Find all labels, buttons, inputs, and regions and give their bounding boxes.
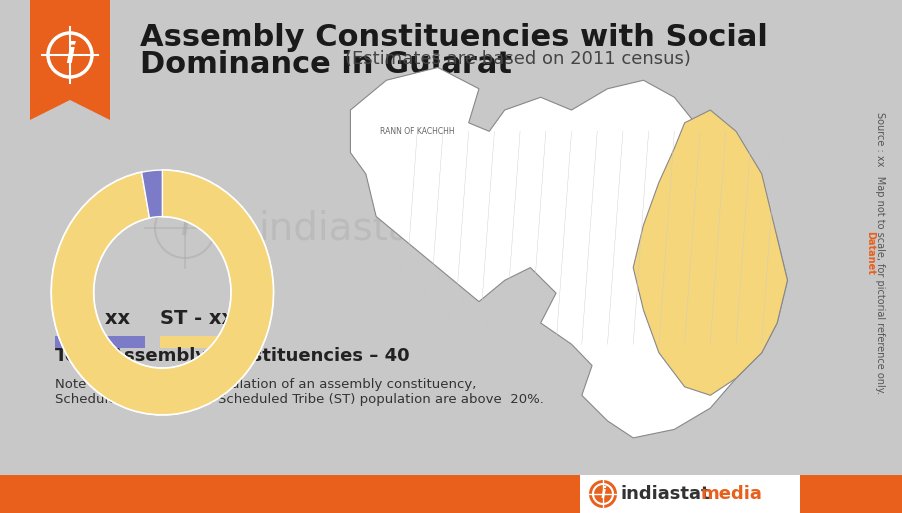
Text: indiastatmedia.com: indiastatmedia.com xyxy=(259,209,643,247)
Text: Dominance in Gujarat: Dominance in Gujarat xyxy=(140,50,522,79)
Circle shape xyxy=(589,480,617,508)
Text: Source : xx   Map not to scale, for pictorial reference only.: Source : xx Map not to scale, for pictor… xyxy=(875,112,885,394)
Text: ST - xx: ST - xx xyxy=(160,309,235,328)
Text: i: i xyxy=(180,216,189,240)
Wedge shape xyxy=(142,170,162,218)
Text: Datanet: Datanet xyxy=(865,231,875,275)
Text: Note : Out of the total population of an assembly constituency,: Note : Out of the total population of an… xyxy=(55,378,476,391)
Text: SC - xx: SC - xx xyxy=(55,309,130,328)
FancyBboxPatch shape xyxy=(580,475,800,513)
Text: i: i xyxy=(601,486,605,502)
Text: Scheduled Caste (SC) & Scheduled Tribe (ST) population are above  20%.: Scheduled Caste (SC) & Scheduled Tribe (… xyxy=(55,393,544,406)
FancyBboxPatch shape xyxy=(0,475,902,513)
Wedge shape xyxy=(51,170,273,415)
FancyBboxPatch shape xyxy=(160,336,250,348)
Text: Total Assembly Constituencies – 40: Total Assembly Constituencies – 40 xyxy=(55,347,410,365)
Polygon shape xyxy=(350,68,787,438)
Text: media: media xyxy=(700,485,762,503)
Text: Assembly Constituencies with Social: Assembly Constituencies with Social xyxy=(140,23,768,52)
Polygon shape xyxy=(633,110,787,396)
Wedge shape xyxy=(51,170,273,415)
Text: (Estimates are based on 2011 census): (Estimates are based on 2011 census) xyxy=(345,50,691,68)
Text: i: i xyxy=(65,41,75,69)
Text: indiastat: indiastat xyxy=(620,485,710,503)
Text: RANN OF KACHCHH: RANN OF KACHCHH xyxy=(380,127,455,136)
Polygon shape xyxy=(30,0,110,120)
FancyBboxPatch shape xyxy=(55,336,145,348)
FancyBboxPatch shape xyxy=(0,0,902,110)
